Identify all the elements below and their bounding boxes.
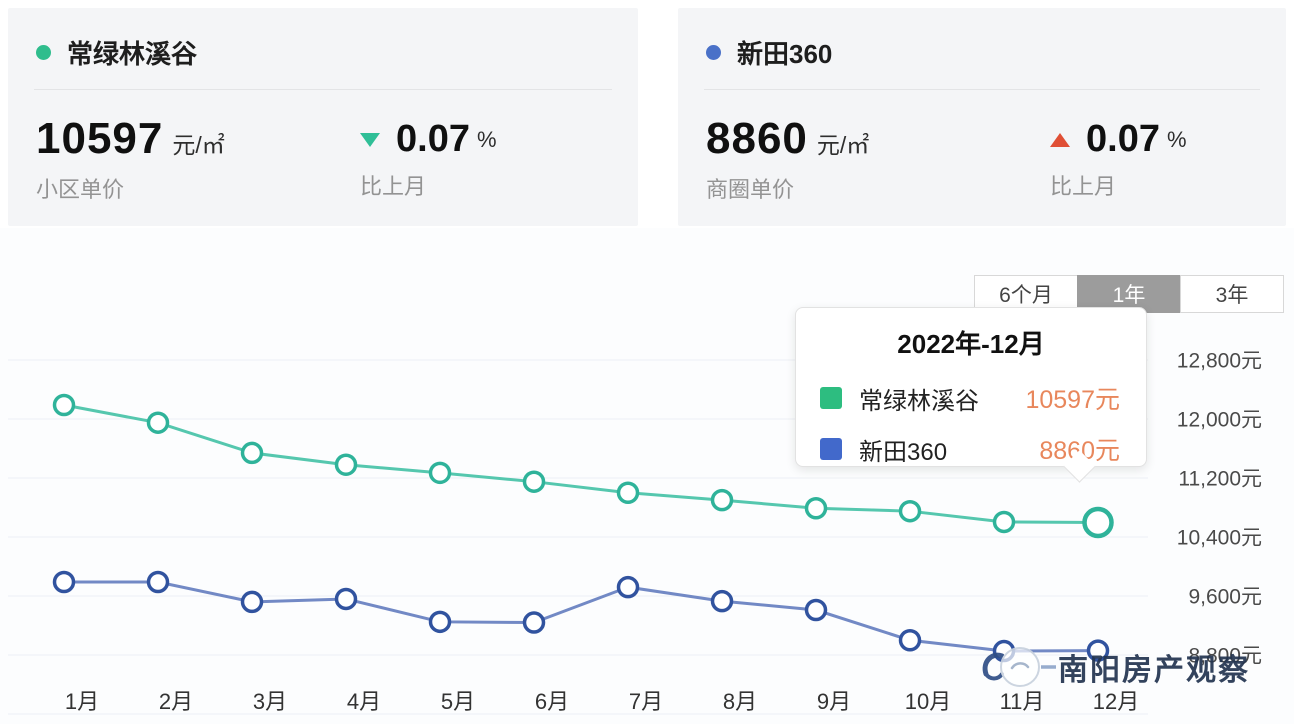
series-line-0 [63, 403, 1099, 524]
data-point-s1-m12[interactable] [1086, 639, 1110, 662]
price-unit: 元/㎡ [172, 132, 225, 158]
legend-swatch-blue [820, 438, 842, 460]
x-axis-tick-label: 1月 [65, 689, 99, 714]
tooltip-series-label: 新田360 [859, 438, 948, 466]
series-dot-icon [36, 45, 51, 60]
price-value: 8860 [706, 114, 808, 163]
y-axis-tick-label: 8,800元 [1188, 645, 1262, 668]
summary-card-community: 常绿林溪谷 10597 元/㎡ 小区单价 0.07 % 比上月 [8, 8, 638, 226]
tab-6-months[interactable]: 6个月 [974, 275, 1078, 313]
data-point-s0-m7[interactable] [616, 481, 640, 504]
district-name: 新田360 [737, 39, 833, 69]
x-axis-tick-label: 2月 [159, 689, 193, 714]
card-header: 常绿林溪谷 [8, 8, 638, 71]
data-point-s1-m1[interactable] [52, 570, 76, 594]
data-point-s0-m12[interactable] [1082, 506, 1114, 539]
x-axis-tick-label: 3月 [253, 689, 287, 714]
divider [704, 89, 1260, 90]
data-point-s1-m6[interactable] [522, 611, 546, 634]
change-value: 0.07 [1086, 118, 1160, 160]
watermark-logo-icon [982, 647, 1056, 687]
community-name: 常绿林溪谷 [67, 39, 198, 69]
change-unit: % [1166, 126, 1187, 152]
data-point-s1-m3[interactable] [240, 590, 264, 614]
y-axis-tick-label: 9,600元 [1188, 586, 1262, 609]
price-unit: 元/㎡ [816, 132, 870, 158]
divider [34, 89, 612, 90]
tooltip-title: 2022年-12月 [897, 329, 1045, 359]
data-point-s1-m9[interactable] [804, 598, 828, 622]
data-point-s0-m5[interactable] [428, 461, 452, 485]
x-axis-tick-label: 8月 [723, 689, 757, 714]
x-axis-tick-label: 4月 [347, 689, 381, 714]
data-point-s0-m8[interactable] [710, 488, 734, 512]
price-label: 小区单价 [36, 177, 125, 202]
series-line-1 [64, 580, 1099, 653]
price-trend-chart[interactable]: 12,800元 12,000元 11,200元 10,400元 9,600元 8,800元… [0, 228, 1294, 724]
x-axis-tick-label: 10月 [905, 689, 951, 714]
data-point-s0-m2[interactable] [146, 411, 170, 434]
change-block: 0.07 % 比上月 [1050, 118, 1187, 201]
x-axis-tick-label: 11月 [1000, 689, 1045, 714]
data-point-s0-m3[interactable] [240, 441, 264, 465]
period-tabs: 6个月 1年 3年 [974, 275, 1284, 313]
data-point-s0-m10[interactable] [898, 499, 922, 523]
data-point-s0-m6[interactable] [522, 470, 546, 493]
data-point-s0-m4[interactable] [334, 453, 358, 476]
card-header: 新田360 [678, 8, 1286, 71]
x-axis-tick-label: 7月 [629, 689, 663, 714]
price-block: 10597 元/㎡ 小区单价 [36, 114, 610, 204]
card-stats: 10597 元/㎡ 小区单价 0.07 % 比上月 [8, 114, 638, 204]
series-dot-icon [706, 45, 721, 60]
price-block: 8860 元/㎡ 商圈单价 [706, 114, 1258, 204]
change-block: 0.07 % 比上月 [360, 118, 497, 201]
x-axis-tick-label: 6月 [535, 689, 569, 714]
y-axis-tick-label: 11,200元 [1178, 468, 1262, 491]
change-label: 比上月 [360, 174, 427, 199]
data-point-s1-m2[interactable] [146, 570, 170, 594]
tab-3-years[interactable]: 3年 [1180, 275, 1284, 313]
data-point-s1-m5[interactable] [428, 610, 452, 634]
tooltip-series-label: 常绿林溪谷 [859, 387, 979, 415]
y-axis-tick-label: 12,800元 [1177, 350, 1262, 373]
tooltip-series-value: 10597元 [1025, 386, 1120, 414]
y-axis-tick-label: 12,000元 [1177, 409, 1262, 432]
data-point-s1-m4[interactable] [334, 587, 358, 611]
data-point-s1-m7[interactable] [616, 575, 640, 599]
price-label: 商圈单价 [706, 177, 795, 202]
data-point-s1-m8[interactable] [710, 589, 734, 613]
change-unit: % [476, 126, 497, 152]
tooltip-row: 常绿林溪谷 10597元 [820, 380, 1120, 416]
price-value: 10597 [36, 114, 164, 163]
data-point-s0-m11[interactable] [992, 510, 1016, 534]
x-axis-tick-label: 12月 [1093, 689, 1139, 714]
data-point-s0-m9[interactable] [804, 496, 828, 520]
trend-down-icon [360, 132, 380, 147]
watermark: 南阳房产观察 [980, 640, 1250, 694]
x-axis-tick-label: 5月 [441, 689, 475, 714]
card-stats: 8860 元/㎡ 商圈单价 0.07 % 比上月 [678, 114, 1286, 204]
change-value: 0.07 [396, 118, 470, 160]
x-axis-tick-label: 9月 [817, 689, 851, 714]
y-axis-tick-label: 10,400元 [1177, 527, 1262, 550]
trend-up-icon [1050, 132, 1070, 147]
legend-swatch-green [820, 387, 842, 409]
watermark-text: 南阳房产观察 [1058, 654, 1250, 687]
data-point-s0-m1[interactable] [52, 393, 76, 417]
change-label: 比上月 [1050, 174, 1117, 199]
summary-card-district: 新田360 8860 元/㎡ 商圈单价 0.07 % 比上月 [678, 8, 1286, 226]
data-point-s1-m10[interactable] [898, 629, 922, 652]
